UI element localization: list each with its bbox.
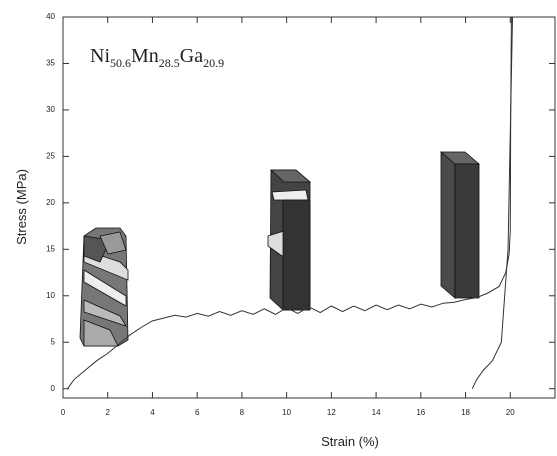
x-tick-label: 8	[240, 408, 245, 417]
crystal-sketch-partial	[267, 169, 312, 311]
y-tick-label: 10	[46, 291, 55, 300]
x-tick-label: 0	[61, 408, 66, 417]
x-tick-label: 2	[106, 408, 111, 417]
y-tick-label: 35	[46, 59, 55, 68]
crystal-sketch-single	[439, 151, 481, 299]
y-tick-label: 15	[46, 244, 55, 253]
x-tick-label: 20	[506, 408, 515, 417]
x-tick-label: 4	[150, 408, 155, 417]
y-tick-label: 5	[51, 337, 56, 346]
x-tick-label: 18	[461, 408, 470, 417]
crystal-sketch-twinned	[79, 227, 129, 347]
element-symbol: Ga	[180, 45, 203, 67]
x-tick-label: 6	[195, 408, 200, 417]
y-tick-label: 25	[46, 151, 55, 160]
composition-annotation: Ni50.6Mn28.5Ga20.9	[90, 45, 224, 70]
y-tick-label: 0	[51, 384, 56, 393]
y-tick-label: 30	[46, 105, 55, 114]
element-fraction: 50.6	[110, 56, 131, 70]
y-tick-label: 20	[46, 198, 55, 207]
element-fraction: 20.9	[203, 56, 224, 70]
x-tick-label: 10	[282, 408, 291, 417]
element-symbol: Ni	[90, 45, 110, 67]
y-axis-label: Stress (MPa)	[14, 169, 29, 245]
stress-strain-curve	[67, 16, 512, 390]
x-tick-label: 14	[372, 408, 381, 417]
x-axis-label: Strain (%)	[321, 434, 379, 449]
plot-frame	[62, 16, 556, 399]
x-tick-label: 16	[416, 408, 425, 417]
stress-strain-curve	[471, 16, 514, 389]
x-tick-label: 12	[327, 408, 336, 417]
element-fraction: 28.5	[159, 56, 180, 70]
element-symbol: Mn	[131, 45, 159, 67]
y-tick-label: 40	[46, 12, 55, 21]
